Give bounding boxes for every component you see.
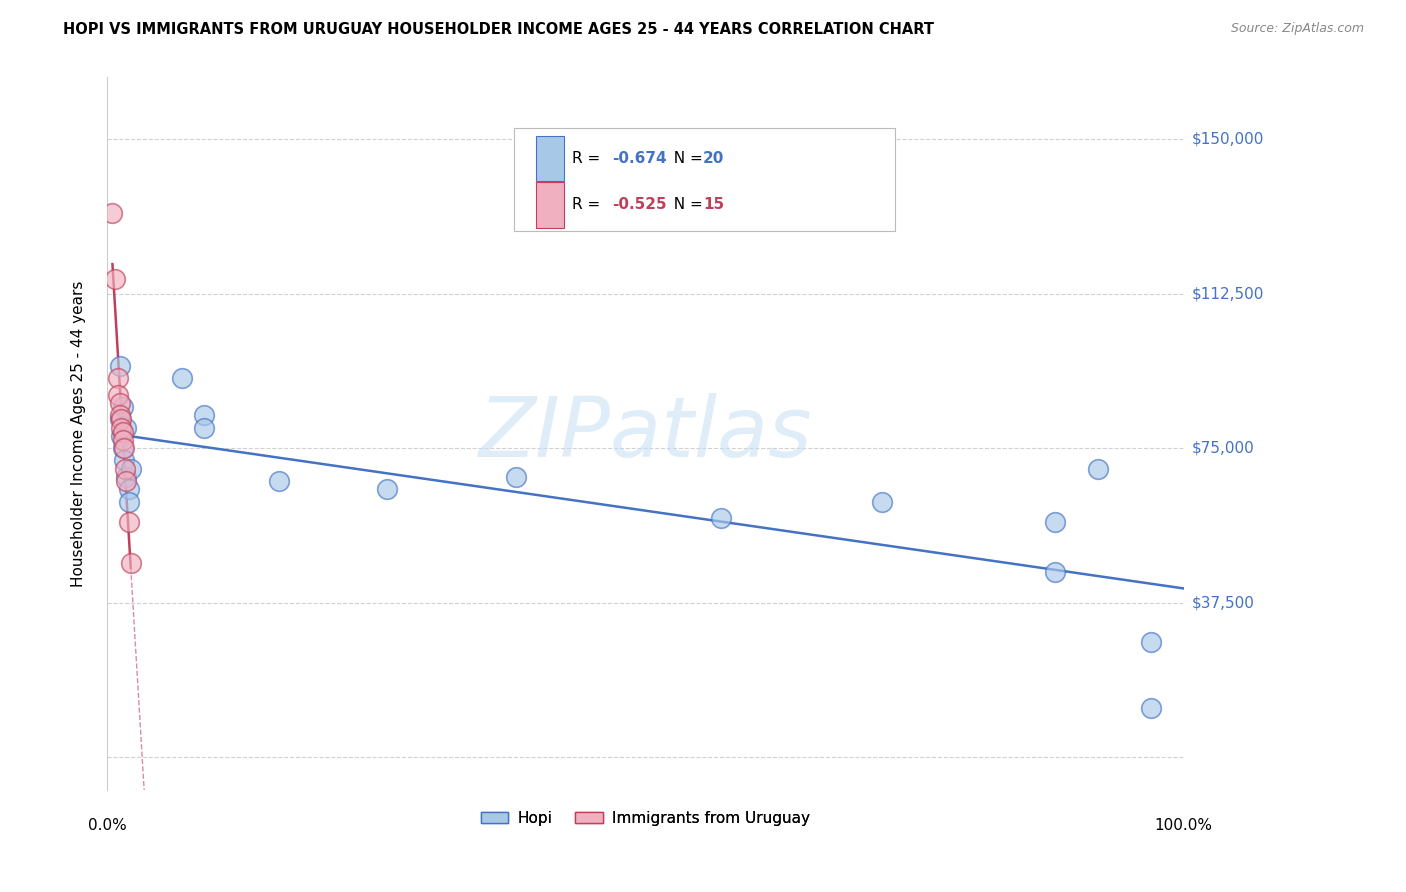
Point <box>193 420 215 434</box>
Point <box>114 461 136 475</box>
Point <box>1087 461 1109 475</box>
Text: N =: N = <box>664 151 707 166</box>
Point <box>1043 565 1066 579</box>
Point <box>108 359 131 373</box>
Point <box>112 441 135 455</box>
FancyBboxPatch shape <box>537 136 564 181</box>
Point <box>115 470 138 484</box>
Point <box>108 412 131 426</box>
Text: $112,500: $112,500 <box>1192 286 1264 301</box>
Point <box>172 371 194 385</box>
Text: 20: 20 <box>703 151 724 166</box>
Point <box>1043 515 1066 529</box>
Point <box>101 206 124 220</box>
Text: R =: R = <box>572 151 606 166</box>
Point <box>110 429 132 443</box>
Point <box>107 371 129 385</box>
Text: 0.0%: 0.0% <box>87 819 127 833</box>
Y-axis label: Householder Income Ages 25 - 44 years: Householder Income Ages 25 - 44 years <box>72 280 86 587</box>
Point <box>1140 634 1163 648</box>
Point <box>120 557 142 571</box>
Text: -0.525: -0.525 <box>612 197 666 212</box>
Point <box>115 474 138 488</box>
Point <box>117 515 139 529</box>
Text: R =: R = <box>572 197 606 212</box>
Point <box>108 408 131 422</box>
Point <box>710 511 733 525</box>
Text: 100.0%: 100.0% <box>1154 819 1213 833</box>
Text: Source: ZipAtlas.com: Source: ZipAtlas.com <box>1230 22 1364 36</box>
Point <box>120 461 142 475</box>
Point <box>117 483 139 497</box>
Point <box>112 425 135 439</box>
Point <box>872 494 894 508</box>
FancyBboxPatch shape <box>537 182 564 227</box>
Point <box>112 400 135 414</box>
Point <box>269 474 291 488</box>
Point <box>505 470 527 484</box>
Point <box>112 433 135 447</box>
Text: $37,500: $37,500 <box>1192 595 1256 610</box>
Point <box>375 483 398 497</box>
Legend: Hopi, Immigrants from Uruguay: Hopi, Immigrants from Uruguay <box>475 805 815 832</box>
Text: HOPI VS IMMIGRANTS FROM URUGUAY HOUSEHOLDER INCOME AGES 25 - 44 YEARS CORRELATIO: HOPI VS IMMIGRANTS FROM URUGUAY HOUSEHOL… <box>63 22 934 37</box>
Point <box>1140 700 1163 714</box>
Text: -0.674: -0.674 <box>612 151 666 166</box>
Point <box>110 420 132 434</box>
Point <box>110 412 132 426</box>
Text: $150,000: $150,000 <box>1192 132 1264 146</box>
Point <box>104 272 127 286</box>
Text: 15: 15 <box>703 197 724 212</box>
Point <box>117 494 139 508</box>
Text: $75,000: $75,000 <box>1192 441 1254 456</box>
FancyBboxPatch shape <box>513 128 896 231</box>
Point <box>108 396 131 410</box>
Point <box>112 441 135 455</box>
Point <box>112 453 135 467</box>
Point <box>107 387 129 401</box>
Text: ZIPatlas: ZIPatlas <box>478 393 813 475</box>
Point <box>115 420 138 434</box>
Point <box>193 408 215 422</box>
Text: N =: N = <box>664 197 707 212</box>
